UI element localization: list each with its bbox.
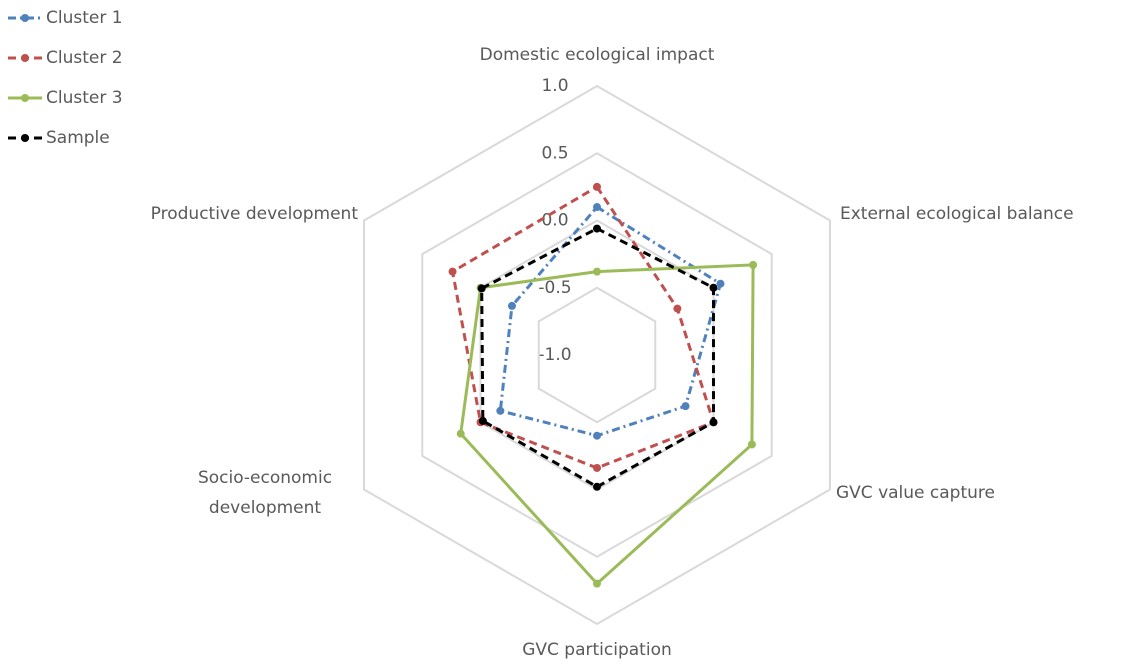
series-marker: [681, 402, 690, 411]
legend-marker: [21, 54, 29, 62]
legend-label: Cluster 1: [46, 8, 123, 28]
tick-label: 0.0: [541, 211, 568, 231]
axis-label: GVC participation: [522, 640, 672, 660]
grid-ring: [421, 152, 773, 558]
series-marker: [593, 579, 601, 588]
legend-marker: [21, 14, 29, 22]
axis-label: External ecological balance: [840, 204, 1074, 224]
tick-label: 0.5: [541, 143, 568, 163]
legend-label: Cluster 3: [46, 88, 123, 108]
series-marker: [593, 267, 601, 276]
legend-marker: [21, 134, 29, 142]
series-marker: [496, 406, 505, 415]
series-marker: [716, 279, 725, 288]
series-marker: [709, 418, 718, 427]
series-marker: [593, 224, 601, 233]
axis-label: Domestic ecological impact: [479, 45, 715, 65]
series-marker: [448, 267, 457, 276]
grid-ring: [537, 286, 657, 424]
tick-label: -0.5: [538, 278, 571, 298]
series-marker: [593, 463, 601, 472]
tick-label: 1.0: [541, 76, 568, 96]
legend-label: Cluster 2: [46, 48, 123, 68]
legend-marker: [21, 94, 29, 102]
series-marker: [593, 203, 601, 212]
series-line: [498, 205, 723, 438]
series-marker: [456, 429, 465, 438]
axis-label: GVC value capture: [836, 483, 995, 503]
series-marker: [673, 304, 682, 313]
series-marker: [593, 482, 601, 491]
series-marker: [478, 416, 487, 425]
series-marker: [709, 283, 718, 292]
series-marker: [477, 284, 486, 293]
legend-label: Sample: [46, 128, 110, 148]
series-marker: [747, 440, 756, 449]
series-marker: [593, 182, 601, 191]
series-marker: [749, 260, 758, 269]
axis-label: Socio-economic development: [197, 468, 333, 518]
series-marker: [507, 301, 516, 310]
axis-label: Productive development: [150, 204, 358, 224]
grid-ring: [363, 84, 831, 626]
grid-ring: [479, 219, 715, 491]
series-marker: [593, 431, 601, 440]
tick-label: -1.0: [538, 345, 571, 365]
